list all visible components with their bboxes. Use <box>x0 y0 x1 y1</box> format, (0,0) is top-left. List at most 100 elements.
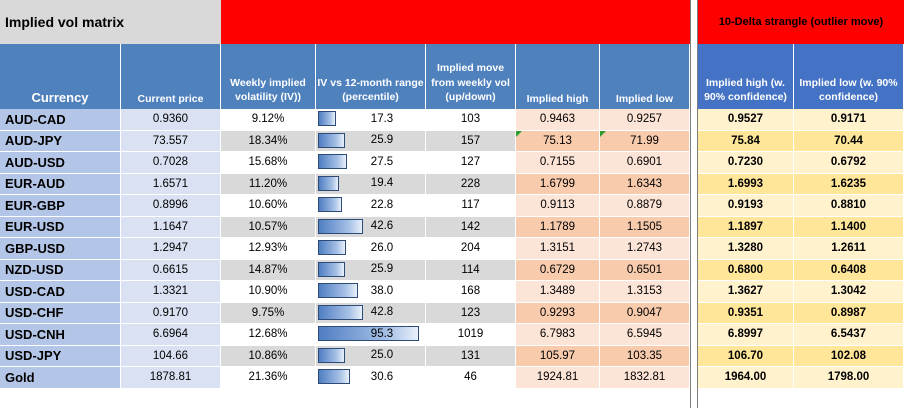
iv-cell: 9.12% <box>221 109 316 131</box>
currency-cell: AUD-CAD <box>0 109 121 131</box>
header-implied-low: Implied low <box>600 44 690 109</box>
strangle-low-cell: 1798.00 <box>794 367 904 389</box>
move-cell: 204 <box>426 238 516 260</box>
table-title: Implied vol matrix <box>0 0 221 44</box>
percentile-value: 17.3 <box>370 112 394 125</box>
strangle-low-cell: 1.2611 <box>794 238 904 260</box>
strangle-high-cell: 0.6800 <box>698 259 794 281</box>
price-cell: 73.557 <box>121 130 221 152</box>
price-cell: 0.6615 <box>121 259 221 281</box>
header-currency: Currency <box>0 44 121 109</box>
price-cell: 1878.81 <box>121 367 221 389</box>
iv-cell: 11.20% <box>221 173 316 195</box>
percentile-cell: 25.9 <box>316 130 426 152</box>
iv-cell: 10.57% <box>221 216 316 238</box>
header-implied-move-text: Implied move from weekly vol (up/down) <box>431 62 510 103</box>
iv-cell: 12.93% <box>221 238 316 260</box>
move-cell: 168 <box>426 281 516 303</box>
price-cell: 1.1647 <box>121 216 221 238</box>
header-strangle-low-text: Implied low (w. 90% confidence) <box>799 76 898 103</box>
percentile-bar <box>318 261 346 277</box>
high-cell: 75.13 <box>516 130 600 152</box>
iv-cell: 10.86% <box>221 345 316 367</box>
percentile-bar <box>318 111 337 126</box>
percentile-value: 42.8 <box>370 306 394 318</box>
move-cell: 114 <box>426 259 516 281</box>
percentile-bar <box>318 175 339 191</box>
strangle-high-cell: 1.6993 <box>698 173 794 195</box>
low-cell: 103.35 <box>600 345 690 367</box>
percentile-value: 95.3 <box>370 327 394 340</box>
price-cell: 0.8996 <box>121 195 221 217</box>
strangle-low-cell: 0.6408 <box>794 259 904 281</box>
header-strangle-high-text: Implied high (w. 90% confidence) <box>704 76 787 103</box>
low-cell: 0.6501 <box>600 259 690 281</box>
percentile-value: 25.0 <box>370 349 394 361</box>
percentile-bar <box>318 132 346 148</box>
percentile-cell: 38.0 <box>316 281 426 303</box>
percentile-cell: 25.9 <box>316 259 426 281</box>
strangle-high-cell: 106.70 <box>698 345 794 367</box>
percentile-cell: 95.3 <box>316 324 426 346</box>
low-cell: 0.9257 <box>600 109 690 131</box>
percentile-bar <box>318 218 364 234</box>
price-cell: 104.66 <box>121 345 221 367</box>
strangle-high-cell: 6.8997 <box>698 324 794 346</box>
percentile-cell: 25.0 <box>316 345 426 367</box>
strangle-high-cell: 0.9193 <box>698 195 794 217</box>
strangle-low-cell: 70.44 <box>794 130 904 152</box>
strangle-low-cell: 6.5437 <box>794 324 904 346</box>
header-iv-range-text: IV vs 12-month range (percentile) <box>317 76 424 103</box>
currency-cell: USD-JPY <box>0 345 121 367</box>
high-cell: 1.1789 <box>516 216 600 238</box>
header-strangle-high: Implied high (w. 90% confidence) <box>698 44 794 109</box>
price-cell: 0.9360 <box>121 109 221 131</box>
percentile-bar <box>318 283 359 298</box>
header-implied-low-text: Implied low <box>615 92 674 105</box>
strangle-low-cell: 1.3042 <box>794 281 904 303</box>
iv-cell: 15.68% <box>221 152 316 174</box>
header-current-price-text: Current price <box>137 92 204 105</box>
low-cell: 71.99 <box>600 130 690 152</box>
price-cell: 1.2947 <box>121 238 221 260</box>
percentile-value: 25.9 <box>370 263 394 275</box>
high-cell: 0.9463 <box>516 109 600 131</box>
percentile-cell: 17.3 <box>316 109 426 131</box>
currency-cell: USD-CHF <box>0 302 121 324</box>
red-banner <box>221 0 690 44</box>
percentile-bar <box>318 347 345 363</box>
move-cell: 127 <box>426 152 516 174</box>
strangle-title: 10-Delta strangle (outlier move) <box>698 0 904 44</box>
move-cell: 123 <box>426 302 516 324</box>
low-cell: 0.6901 <box>600 152 690 174</box>
currency-cell: USD-CAD <box>0 281 121 303</box>
percentile-cell: 30.6 <box>316 367 426 389</box>
iv-cell: 9.75% <box>221 302 316 324</box>
currency-cell: EUR-USD <box>0 216 121 238</box>
high-cell: 1.3489 <box>516 281 600 303</box>
currency-cell: Gold <box>0 367 121 389</box>
iv-cell: 18.34% <box>221 130 316 152</box>
move-cell: 1019 <box>426 324 516 346</box>
strangle-high-cell: 0.9527 <box>698 109 794 131</box>
low-cell: 6.5945 <box>600 324 690 346</box>
percentile-value: 25.9 <box>370 134 394 146</box>
header-implied-high-text: Implied high <box>526 92 589 105</box>
move-cell: 103 <box>426 109 516 131</box>
strangle-low-cell: 0.6792 <box>794 152 904 174</box>
header-current-price: Current price <box>121 44 221 109</box>
strangle-title-text: 10-Delta strangle (outlier move) <box>718 16 884 28</box>
percentile-cell: 42.8 <box>316 302 426 324</box>
strangle-high-cell: 0.7230 <box>698 152 794 174</box>
low-cell: 1.2743 <box>600 238 690 260</box>
high-cell: 0.7155 <box>516 152 600 174</box>
low-cell: 1.1505 <box>600 216 690 238</box>
strangle-low-cell: 0.8987 <box>794 302 904 324</box>
percentile-bar <box>318 240 346 255</box>
percentile-value: 42.6 <box>370 220 394 232</box>
percentile-bar <box>318 326 420 341</box>
percentile-value: 26.0 <box>370 241 394 254</box>
low-cell: 0.8879 <box>600 195 690 217</box>
strangle-high-cell: 1.1897 <box>698 216 794 238</box>
percentile-cell: 26.0 <box>316 238 426 260</box>
